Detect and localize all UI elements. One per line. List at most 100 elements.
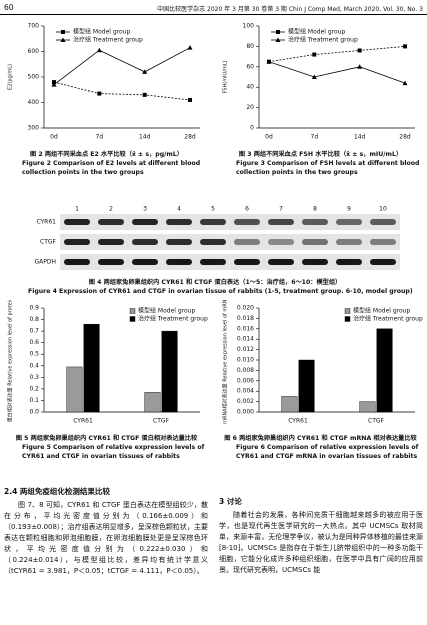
blot-band: [302, 259, 328, 265]
section-discussion: 3 讨论 随着社会的发展，各种间充质干细胞越来越多的被应用于医学，也是现代再生医学…: [219, 496, 423, 576]
caption-cn: 图 6 两组家兔卵巢组织内 CYR61 和 CTGF mRNA 相对表达量比较: [224, 435, 417, 442]
x-tick-label: CTGF: [368, 418, 385, 425]
bar: [66, 366, 83, 413]
row-label: CYR61: [36, 219, 56, 226]
series-line: [268, 61, 406, 84]
legend-label: 模型组 Model group: [73, 28, 130, 36]
blot-band: [234, 239, 260, 245]
legend-label: 模型组 Model group: [138, 307, 195, 315]
blot-band: [200, 259, 226, 265]
blot-band: [132, 219, 158, 225]
y-tick-label: 0.7: [29, 328, 39, 335]
blot-band: [336, 219, 362, 225]
blot-band: [200, 219, 226, 225]
x-tick-label: 7d: [96, 134, 104, 141]
bar: [161, 330, 178, 413]
y-axis-label: 蛋白相对表达量 Relative expression level of pro…: [7, 300, 14, 422]
bar: [83, 323, 100, 413]
point: [51, 82, 57, 87]
y-tick-label: 0.9: [29, 305, 39, 312]
y-tick-label: 0.010: [237, 357, 254, 364]
y-tick-label: 0.020: [237, 305, 254, 312]
lane-label: 8: [313, 206, 317, 213]
y-tick-label: 0.0: [29, 409, 39, 416]
blot-band: [234, 219, 260, 225]
legend-label: 模型组 Model group: [288, 28, 345, 36]
y-tick-label: 80: [246, 43, 254, 50]
y-tick-label: 0.4: [29, 362, 39, 369]
blot-band: [234, 259, 260, 265]
point: [97, 91, 102, 96]
figure-6-caption: 图 6 两组家兔卵巢组织内 CYR61 和 CTGF mRNA 相对表达量比较 F…: [218, 434, 423, 461]
y-tick-label: 0.018: [237, 315, 254, 322]
blot-band: [268, 219, 294, 225]
y-tick-label: 20: [246, 104, 254, 111]
section-heading: 3 讨论: [219, 497, 242, 506]
caption-en: Figure 4 Expression of CYR61 and CTGF in…: [28, 288, 413, 295]
point: [266, 59, 272, 64]
legend-swatch: [344, 308, 351, 314]
blot-band: [98, 219, 124, 225]
y-tick-label: 100: [243, 23, 255, 30]
blot-band: [370, 259, 396, 265]
legend-marker: [276, 30, 280, 34]
point: [52, 80, 56, 85]
blot-band: [166, 219, 192, 225]
lane-label: 2: [109, 206, 113, 213]
blot-band: [302, 239, 328, 245]
legend-swatch: [129, 308, 136, 314]
point: [312, 52, 317, 57]
y-axis-label: FSH(mIU/mL): [223, 60, 229, 93]
blot-band: [370, 239, 396, 245]
bar: [359, 401, 376, 413]
blot-band: [98, 239, 124, 245]
figure-3-caption: 图 3 两组不同采血点 FSH 水平比较（x̄ ± s，mIU/mL） Figur…: [218, 150, 423, 177]
x-tick-label: CTGF: [153, 418, 170, 425]
blot-strip: [60, 234, 400, 250]
x-tick-label: 0d: [265, 134, 273, 141]
western-blot: 1 2 3 4 5 6 7 8 9 10 CYR61 CTGF GAPDH: [34, 206, 400, 270]
legend-marker: [61, 30, 65, 34]
figure-5-caption: 图 5 两组家兔卵巢组织内 CYR61 和 CTGF 蛋白相对表达量比较 Figu…: [4, 434, 209, 461]
lane-label: 7: [279, 206, 283, 213]
caption-cn: 图 2 两组不同采血点 E2 水平比较（x̄ ± s，pg/mL）: [30, 151, 183, 158]
section-results: 2.4 两组免疫组化检测结果比较图 7、8 可知，CYR61 和 CTGF 蛋白…: [4, 486, 208, 577]
point: [187, 45, 193, 50]
legend-label: 治疗组 Treatment group: [73, 36, 143, 44]
legend-swatch: [129, 316, 136, 322]
series-line: [53, 81, 191, 101]
blot-band: [64, 219, 90, 225]
paragraph: 图 7、8 可知，CYR61 和 CTGF 蛋白表达在模型组较少，散在分布，平均…: [4, 501, 208, 575]
blot-band: [132, 259, 158, 265]
legend-label: 治疗组 Treatment group: [138, 315, 208, 323]
legend-marker: [60, 37, 66, 42]
journal-header: 中国比较医学杂志 2020 年 3 月第 30 卷第 3 期 Chin J Co…: [157, 6, 423, 13]
blot-band: [200, 239, 226, 245]
y-tick-label: 0.1: [29, 397, 39, 404]
y-tick-label: 0.006: [237, 377, 254, 384]
figure-3-chart: 0 20 40 60 80 100 FSH(mIU/mL) 0d 7d 14d 28d 模型组 Mod…: [223, 23, 415, 141]
lane-label: 1: [75, 206, 79, 213]
bar: [376, 328, 393, 413]
x-tick-label: 7d: [311, 134, 319, 141]
y-tick-label: 700: [28, 23, 40, 30]
blot-band: [64, 239, 90, 245]
blot-band: [268, 239, 294, 245]
y-axis-label: mRNA相对表达量 Relative expression level of m…: [222, 300, 229, 424]
blot-band: [166, 239, 192, 245]
point: [96, 47, 102, 53]
y-tick-label: 600: [28, 48, 40, 55]
x-tick-label: CYR61: [73, 418, 93, 425]
row-label: CTGF: [40, 239, 57, 246]
y-tick-label: 0.014: [237, 336, 254, 343]
point: [357, 64, 363, 69]
figure-2-chart: 300 400 500 600 700 E2(pg/mL) 0d 7d 14d 28d 模型组 Mo…: [8, 23, 200, 141]
row-label: GAPDH: [34, 259, 56, 266]
figure-6-chart: 0.000 0.002 0.004 0.006 0.008 0.010 0.012 0.014…: [222, 300, 423, 425]
point: [188, 97, 192, 102]
point: [403, 44, 407, 49]
y-tick-label: 0.5: [29, 351, 39, 358]
lane-label: 10: [379, 206, 387, 213]
lane-label: 6: [245, 206, 249, 213]
